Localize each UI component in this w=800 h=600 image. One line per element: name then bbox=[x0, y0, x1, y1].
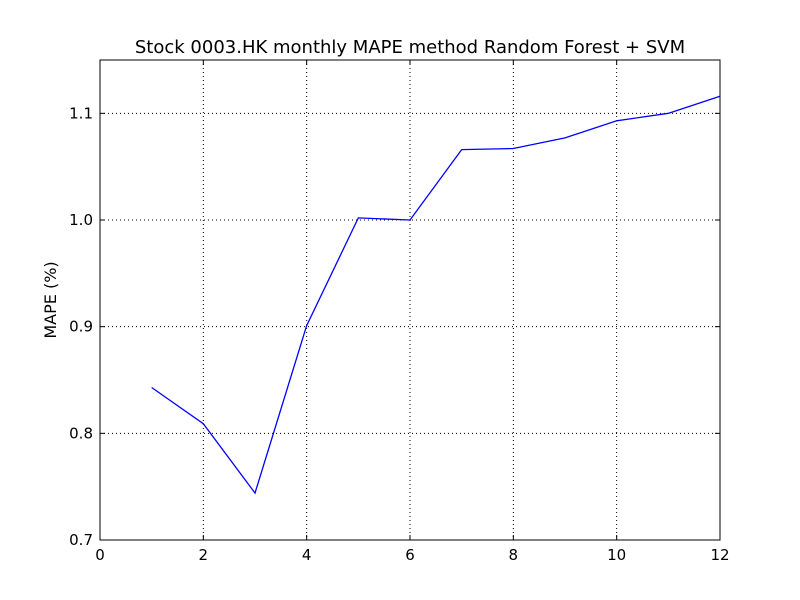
axis-ticks: 0 2 4 6 8 10 12 0.7 0.8 0.9 1.0 1.1 bbox=[69, 60, 730, 564]
y-tick-label: 0.7 bbox=[69, 531, 93, 549]
series-line bbox=[151, 95, 721, 495]
x-tick-label: 4 bbox=[302, 546, 312, 564]
y-tick-label: 0.8 bbox=[69, 424, 93, 442]
x-tick-label: 8 bbox=[509, 546, 519, 564]
x-tick-label: 10 bbox=[607, 546, 626, 564]
y-axis-label: MAPE (%) bbox=[41, 261, 60, 338]
series-layer bbox=[151, 95, 721, 495]
x-tick-label: 0 bbox=[95, 546, 105, 564]
grid-lines bbox=[100, 60, 720, 540]
x-tick-label: 2 bbox=[199, 546, 209, 564]
x-tick-label: 12 bbox=[710, 546, 729, 564]
y-tick-label: 1.1 bbox=[69, 104, 93, 122]
y-tick-label: 0.9 bbox=[69, 318, 93, 336]
y-tick-label: 1.0 bbox=[69, 211, 93, 229]
x-tick-label: 6 bbox=[405, 546, 415, 564]
chart-title: Stock 0003.HK monthly MAPE method Random… bbox=[135, 37, 685, 58]
